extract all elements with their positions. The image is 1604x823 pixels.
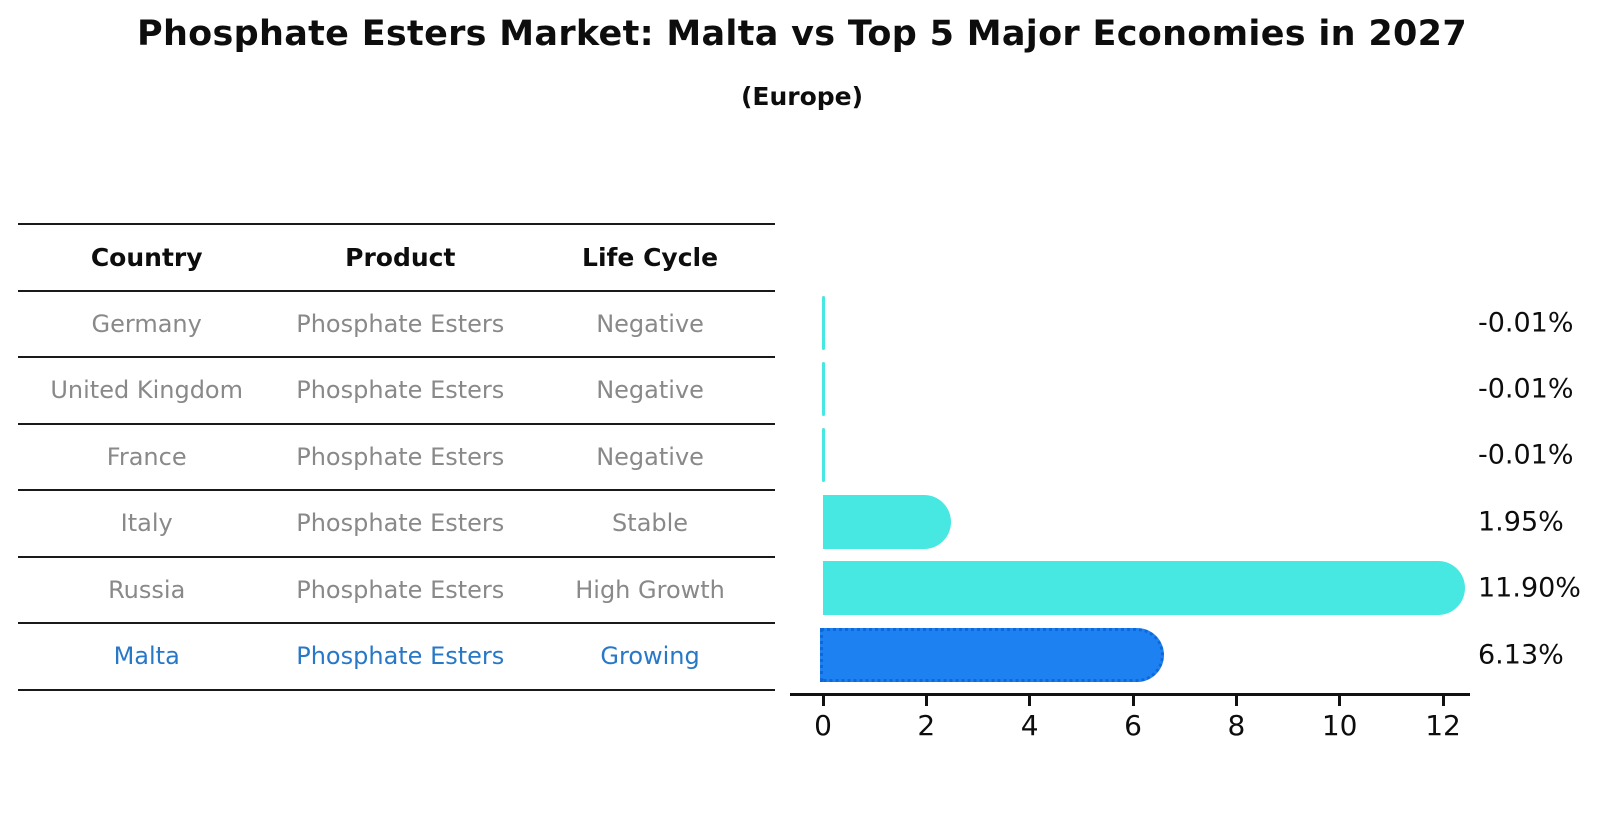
x-axis-tick-label: 12 [1425, 709, 1461, 742]
x-axis-tick [1234, 696, 1238, 706]
bar-value-label: -0.01% [1478, 373, 1574, 405]
table-cell-product: Phosphate Esters [296, 309, 505, 338]
bar-united-kingdom [822, 361, 825, 416]
table-row: Germany Phosphate Esters Negative [18, 289, 775, 357]
table-row: Italy Phosphate Esters Stable [18, 489, 775, 556]
x-axis-tick-label: 8 [1227, 709, 1246, 742]
x-axis-tick [821, 696, 825, 706]
bar-germany [822, 295, 825, 350]
table-row: Russia Phosphate Esters High Growth [18, 555, 775, 623]
bar-malta [820, 627, 1164, 682]
table-cell-country: France [106, 442, 187, 471]
table-cell-life-cycle: High Growth [575, 575, 725, 604]
table-cell-product: Phosphate Esters [296, 442, 505, 471]
table-cell-country: Germany [91, 309, 202, 338]
table-cell-product: Phosphate Esters [296, 509, 505, 538]
table-header-product: Product [345, 242, 456, 272]
bar-italy [823, 494, 951, 549]
chart-title: Phosphate Esters Market: Malta vs Top 5 … [137, 14, 1467, 54]
x-axis-tick-label: 10 [1321, 709, 1358, 742]
country-table: Country Product Life Cycle Germany Phosph… [18, 223, 775, 691]
table-cell-country: Italy [120, 509, 173, 538]
x-axis-line [790, 693, 1470, 696]
table-cell-life-cycle: Stable [612, 509, 689, 538]
x-axis-tick-label: 0 [814, 709, 832, 742]
chart-subtitle: (Europe) [740, 82, 864, 111]
table-cell-product: Phosphate Esters [296, 376, 505, 405]
table-cell-country: United Kingdom [50, 376, 243, 405]
table-cell-life-cycle: Negative [596, 376, 704, 405]
table-row: France Phosphate Esters Negative [18, 422, 775, 490]
x-axis-tick [924, 696, 928, 706]
x-axis-tick [1338, 696, 1342, 706]
x-axis-tick-label: 2 [917, 709, 936, 742]
table-body: Germany Phosphate Esters Negative United Ki… [18, 289, 775, 691]
table-cell-product: Phosphate Esters [296, 575, 505, 604]
table-row: United Kingdom Phosphate Esters Negative [18, 356, 775, 423]
table-cell-country: Malta [113, 642, 180, 671]
table-cell-country: Russia [108, 575, 186, 604]
table-header-life-cycle: Life Cycle [582, 242, 719, 272]
bar-value-label: 6.13% [1478, 639, 1564, 670]
x-axis-tick [1028, 696, 1032, 706]
x-axis-tick [1441, 696, 1445, 706]
table-cell-product: Phosphate Esters [296, 642, 505, 671]
bar-value-label: -0.01% [1478, 439, 1574, 471]
bar-value-label: 11.90% [1478, 572, 1581, 604]
table-header-row: Country Product Life Cycle [18, 223, 775, 290]
bar-value-label: 1.95% [1478, 506, 1564, 538]
table-cell-life-cycle: Negative [596, 309, 704, 338]
x-axis-tick-label: 6 [1124, 709, 1142, 742]
bar-france [822, 428, 825, 483]
bar-value-label: -0.01% [1478, 307, 1574, 338]
x-axis-tick-label: 4 [1020, 709, 1039, 742]
bar-russia [823, 561, 1465, 616]
x-axis-tick [1131, 696, 1135, 706]
table-cell-life-cycle: Negative [596, 442, 704, 471]
table-row: Malta Phosphate Esters Growing [18, 622, 775, 691]
table-cell-life-cycle: Growing [600, 642, 700, 671]
table-header-country: Country [90, 242, 203, 272]
